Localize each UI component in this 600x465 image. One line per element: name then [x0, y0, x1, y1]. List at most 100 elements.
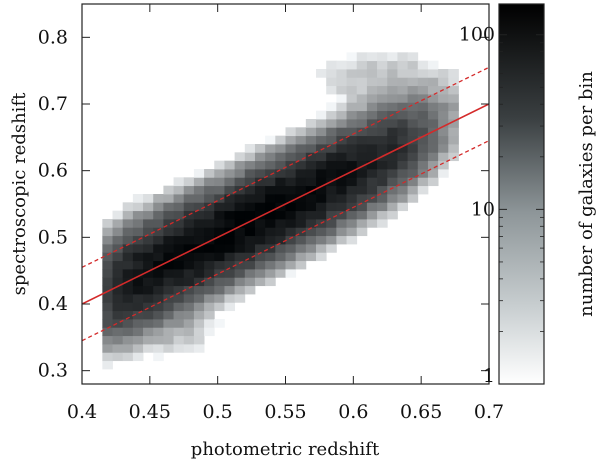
- heatmap-cell: [377, 177, 388, 187]
- heatmap-cell: [112, 252, 124, 262]
- x-tick-label: 0.55: [264, 401, 306, 423]
- heatmap-cell: [102, 285, 113, 295]
- heatmap-cell: [397, 194, 408, 203]
- heatmap-cell: [153, 277, 164, 287]
- heatmap-cell: [122, 202, 134, 212]
- heatmap-cell: [254, 160, 266, 170]
- heatmap-cell: [143, 285, 154, 295]
- heatmap-cell: [122, 269, 134, 278]
- heatmap-cell: [387, 94, 398, 103]
- heatmap-cell: [346, 235, 358, 245]
- heatmap-cell: [132, 310, 144, 320]
- heatmap-cell: [143, 344, 154, 353]
- heatmap-cell: [254, 185, 266, 195]
- heatmap-cell: [356, 119, 368, 128]
- heatmap-cell: [326, 77, 337, 87]
- heatmap-cell: [132, 319, 144, 328]
- heatmap-cell: [387, 135, 398, 145]
- heatmap-cell: [305, 127, 317, 137]
- heatmap-cell: [417, 135, 429, 145]
- heatmap-cell: [326, 210, 337, 220]
- heatmap-cell: [173, 285, 185, 295]
- heatmap-cell: [153, 310, 164, 320]
- heatmap-cell: [265, 202, 276, 212]
- heatmap-cell: [234, 260, 246, 270]
- heatmap-cell: [163, 235, 174, 245]
- heatmap-cell: [153, 285, 164, 295]
- heatmap-cell: [173, 185, 185, 195]
- heatmap-cell: [326, 202, 337, 212]
- heatmap-cell: [275, 210, 286, 220]
- heatmap-cell: [112, 210, 124, 220]
- heatmap-cell: [193, 177, 205, 187]
- heatmap-cell: [336, 219, 347, 228]
- heatmap-cell: [366, 102, 378, 112]
- heatmap-cell: [143, 202, 154, 212]
- heatmap-cell: [387, 77, 398, 87]
- heatmap-cell: [407, 52, 419, 62]
- heatmap-cell: [265, 160, 276, 170]
- heatmap-cell: [102, 260, 113, 270]
- heatmap-cell: [173, 335, 185, 345]
- heatmap-cell: [397, 110, 408, 120]
- heatmap-cell: [316, 185, 327, 195]
- heatmap-cell: [234, 269, 246, 278]
- x-tick-label: 0.6: [338, 401, 368, 423]
- colorbar-ticks: 1 10 100: [459, 24, 544, 387]
- heatmap-cell: [224, 285, 236, 295]
- heatmap-cell: [173, 319, 185, 328]
- heatmap-cell: [427, 77, 439, 87]
- heatmap-cell: [143, 235, 154, 245]
- heatmap-cell: [265, 260, 276, 270]
- heatmap-cell: [254, 210, 266, 220]
- heatmap-cell: [122, 327, 134, 337]
- heatmap-cell: [377, 194, 388, 203]
- heatmap-cell: [285, 144, 297, 153]
- heatmap-cell: [122, 219, 134, 228]
- heatmap-cell: [112, 294, 124, 303]
- heatmap-cell: [387, 185, 398, 195]
- heatmap-cell: [397, 152, 408, 162]
- heatmap-cell: [448, 77, 459, 87]
- heatmap-cell: [173, 277, 185, 287]
- heatmap-cell: [244, 260, 256, 270]
- heatmap-cell: [275, 152, 286, 162]
- y-tick-label: 0.3: [38, 360, 68, 382]
- heatmap-cell: [193, 194, 205, 203]
- colorbar-label: number of galaxies per bin: [576, 71, 597, 317]
- heatmap-cell: [224, 210, 236, 220]
- heatmap-cell: [265, 252, 276, 262]
- heatmap-cell: [224, 252, 236, 262]
- heatmap-cell: [143, 252, 154, 262]
- heatmap-cell: [336, 177, 347, 187]
- heatmap-cell: [112, 319, 124, 328]
- heatmap-cell: [244, 269, 256, 278]
- heatmap-cell: [326, 60, 337, 70]
- heatmap-cell: [397, 119, 408, 128]
- heatmap-cell: [377, 52, 388, 62]
- heatmap-cell: [183, 185, 195, 195]
- heatmap-cell: [234, 177, 246, 187]
- heatmap-cell: [163, 210, 174, 220]
- heatmap-cell: [143, 260, 154, 270]
- heatmap-cell: [316, 160, 327, 170]
- heatmap-cell: [295, 169, 307, 178]
- heatmap-cell: [254, 144, 266, 153]
- heatmap-cell: [326, 185, 337, 195]
- heatmap-cell: [397, 52, 408, 62]
- heatmap-cell: [204, 277, 215, 287]
- heatmap-cell: [387, 202, 398, 212]
- heatmap-cell: [163, 310, 174, 320]
- heatmap-cell: [407, 119, 419, 128]
- heatmap-cell: [143, 269, 154, 278]
- colorbar-tick-label: 100: [459, 24, 495, 46]
- heatmap-cell: [254, 235, 266, 245]
- heatmap-cell: [356, 160, 368, 170]
- heatmap-cell: [305, 252, 317, 262]
- heatmap-cell: [427, 169, 439, 178]
- heatmap-cell: [407, 60, 419, 70]
- heatmap-cell: [183, 252, 195, 262]
- heatmap-cell: [326, 102, 337, 112]
- heatmap-cell: [214, 160, 225, 170]
